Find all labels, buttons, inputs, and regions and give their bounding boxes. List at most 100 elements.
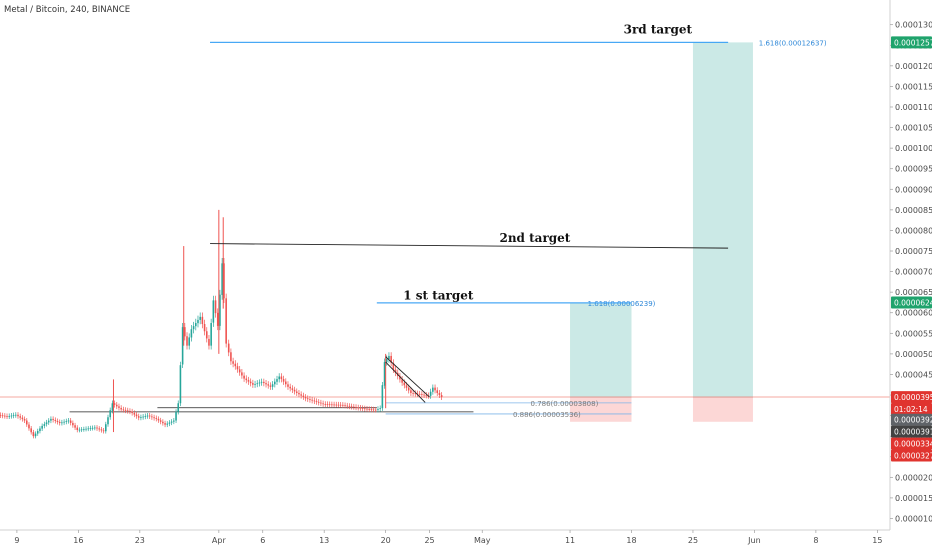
- candle-body: [111, 403, 114, 411]
- candle-body: [300, 394, 302, 396]
- candle-body: [265, 383, 267, 385]
- candle-body: [245, 378, 248, 381]
- y-tick-label-8: 0.00004500: [895, 370, 932, 379]
- y-tick-label-25: 0.00013000: [895, 21, 932, 30]
- y-tick-label-17: 0.00009000: [895, 185, 932, 194]
- candle-body: [328, 404, 331, 406]
- candle-body: [58, 421, 61, 424]
- candle-body: [304, 397, 307, 399]
- price-badge-1: [891, 36, 932, 49]
- x-tick-label-2: 16: [73, 536, 83, 545]
- candle-body: [137, 416, 140, 418]
- candle-body: [337, 404, 340, 406]
- y-tick-label-11: 0.00006000: [895, 309, 932, 318]
- candle-body: [83, 429, 85, 430]
- candle-body: [390, 355, 392, 363]
- candle-body: [425, 395, 428, 396]
- candle-body: [203, 323, 206, 332]
- candle-body: [366, 408, 368, 410]
- candle-body: [236, 366, 239, 370]
- candle-body: [186, 336, 188, 346]
- price-badge-8: [891, 449, 932, 462]
- candle-body: [381, 385, 384, 409]
- candle-body: [94, 427, 96, 429]
- candle-body: [109, 410, 111, 418]
- price-badge-7: [891, 437, 932, 450]
- candle-body: [421, 394, 423, 396]
- candle-body: [394, 369, 397, 373]
- candle-body: [47, 420, 50, 423]
- candle-body: [91, 427, 94, 429]
- x-tick-label-14: 8: [813, 536, 818, 545]
- candle-body: [10, 415, 13, 417]
- candle-body: [276, 379, 278, 382]
- candle-body: [179, 365, 182, 404]
- candle-body: [87, 428, 90, 430]
- candle-body: [175, 411, 177, 421]
- candle-body: [142, 416, 144, 418]
- x-tick-label-10: 11: [565, 536, 575, 545]
- candle-body: [291, 388, 294, 390]
- candle-body: [102, 430, 105, 432]
- y-tick-label-20: 0.00010500: [895, 124, 932, 133]
- candle-body: [188, 337, 191, 346]
- candle-body: [364, 408, 366, 410]
- candle-body: [12, 415, 15, 416]
- candle-body: [401, 379, 403, 383]
- candle-body: [115, 404, 118, 407]
- x-tick-label-5: 6: [260, 536, 265, 545]
- candle-body: [335, 404, 338, 406]
- candle-body: [313, 400, 316, 402]
- candle-body: [181, 327, 184, 365]
- candle-body: [410, 390, 412, 393]
- candle-body: [295, 391, 298, 393]
- y-tick-label-15: 0.00008000: [895, 226, 932, 235]
- candle-body: [326, 404, 329, 405]
- candle-body: [28, 424, 30, 429]
- candle-body: [372, 409, 375, 411]
- candle-body: [241, 372, 243, 376]
- candle-body: [78, 429, 81, 431]
- candle-body: [159, 420, 162, 422]
- candle-body: [39, 428, 41, 432]
- candle-body: [344, 405, 346, 407]
- candle-body: [374, 409, 377, 411]
- candle-body: [170, 421, 173, 423]
- candle-body: [258, 382, 261, 384]
- y-tick-label-10: 0.00005500: [895, 329, 932, 338]
- candle-body: [436, 390, 439, 393]
- candle-body: [361, 408, 364, 409]
- price-badge-label-1: 0.00012570: [894, 38, 932, 47]
- y-tick-label-21: 0.00011000: [895, 103, 932, 112]
- candle-body: [346, 405, 349, 407]
- y-tick-label-3: 0.00002000: [895, 473, 932, 482]
- candle-body: [113, 403, 116, 405]
- candle-body: [184, 327, 186, 337]
- candle-body: [289, 386, 291, 389]
- trend-line-1: [210, 243, 729, 249]
- candle-body: [353, 406, 355, 408]
- candle-body: [65, 421, 68, 422]
- candle-body: [201, 316, 204, 325]
- candle-body: [370, 409, 373, 411]
- candle-body: [148, 415, 151, 417]
- fib-label-2: 1.618(0.00012637): [759, 39, 827, 47]
- price-badge-label-2: 0.00006246: [894, 298, 932, 307]
- candle-body: [388, 355, 390, 360]
- candle-body: [260, 381, 263, 383]
- candle-body: [129, 410, 131, 412]
- price-badge-5: [891, 413, 932, 426]
- y-tick-label-18: 0.00009500: [895, 165, 932, 174]
- candle-body: [403, 382, 406, 386]
- candle-body: [225, 298, 227, 344]
- price-badge-label-5: 0.00003929: [894, 416, 932, 425]
- candle-body: [208, 338, 210, 346]
- y-tick-label-12: 0.00006500: [895, 288, 932, 297]
- candle-body: [96, 427, 98, 429]
- candle-body: [333, 404, 335, 406]
- candle-body: [133, 413, 136, 415]
- fib-label-1: 1.618(0.00006239): [588, 300, 656, 308]
- candle-body: [120, 407, 122, 410]
